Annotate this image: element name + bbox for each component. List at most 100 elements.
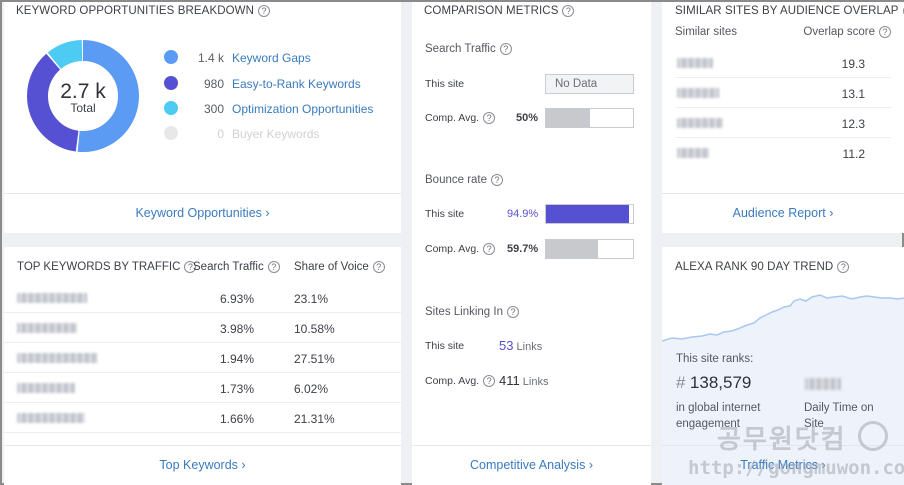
overlap-value: 13.1	[841, 87, 865, 101]
help-icon[interactable]: ?	[483, 375, 496, 387]
watermark-url: http://gongmuwon.com	[688, 457, 904, 479]
comparison-metrics-card: Comparison Metrics? Search Traffic? This…	[412, 2, 651, 485]
donut-segment-easy-to-rank[interactable]	[27, 40, 139, 152]
bounce-comp-bar	[545, 239, 634, 259]
donut-total-value: 2.7 k	[60, 80, 106, 103]
help-icon[interactable]: ?	[184, 261, 197, 273]
help-icon[interactable]: ?	[372, 261, 385, 273]
keyword-donut-chart	[27, 40, 139, 152]
help-icon[interactable]: ?	[267, 261, 280, 273]
alexa-rank-title: Alexa Rank 90 Day Trend?	[675, 261, 850, 273]
keyword-breakdown-card: Keyword Opportunities Breakdown? 2.7 k T…	[4, 2, 401, 233]
overlap-value: 11.2	[842, 147, 865, 161]
daily-time-label: Daily Time on Site	[804, 402, 874, 430]
bar-fill	[546, 109, 590, 127]
alexa-trend-chart	[662, 294, 904, 485]
donut-total-label: Total	[70, 101, 96, 115]
top-keywords-title: Top Keywords by Traffic?	[17, 261, 197, 273]
help-icon[interactable]: ?	[562, 5, 575, 17]
legend-dot	[164, 50, 178, 64]
comparison-metrics-title: Comparison Metrics?	[424, 5, 575, 17]
similar-site-row[interactable]: 13.1	[675, 78, 891, 108]
bar-fill	[546, 205, 629, 223]
search-traffic-value: 3.98%	[220, 322, 255, 336]
table-row[interactable]: 1.94% 27.51%	[4, 343, 401, 373]
blurred-keyword	[17, 383, 75, 393]
alexa-rank-card: Alexa Rank 90 Day Trend? This site ranks…	[662, 247, 904, 485]
help-icon[interactable]: ?	[499, 43, 512, 55]
help-icon[interactable]: ?	[258, 5, 271, 17]
competitive-analysis-link[interactable]: Competitive Analysis ›	[412, 445, 651, 485]
this-site-label: This site	[425, 78, 465, 90]
table-row[interactable]: 3.98% 10.58%	[4, 313, 401, 343]
bar-fill	[546, 240, 598, 258]
legend-dot	[164, 126, 178, 140]
keyword-breakdown-title: Keyword Opportunities Breakdown?	[16, 5, 271, 17]
this-site-label: This site	[425, 208, 465, 220]
legend-label[interactable]: Easy-to-Rank Keywords	[232, 77, 361, 91]
links-comp-value: 411 Links	[499, 373, 549, 388]
comp-avg-label: Comp. Avg.?	[425, 375, 496, 387]
blurred-keyword	[17, 413, 85, 423]
legend-count: 0	[217, 127, 224, 141]
bounce-this-bar	[545, 204, 634, 224]
help-icon[interactable]: ?	[507, 306, 519, 318]
share-of-voice-value: 27.51%	[294, 352, 335, 366]
donut-segment-keyword-gaps[interactable]	[27, 40, 139, 152]
bounce-this-value: 94.9%	[507, 208, 539, 220]
legend-label[interactable]: Optimization Opportunities	[232, 102, 374, 116]
bounce-rate-label: Bounce rate?	[425, 174, 504, 186]
sites-linking-label: Sites Linking In?	[425, 306, 519, 318]
legend-count: 300	[203, 102, 224, 116]
help-icon[interactable]: ?	[837, 261, 850, 273]
overlap-score-header: Overlap score?	[803, 26, 891, 38]
links-this-value: 53 Links	[499, 338, 543, 353]
keyword-opportunities-link[interactable]: Keyword Opportunities ›	[4, 193, 401, 233]
legend-count: 1.4 k	[197, 51, 224, 65]
similar-sites-header: Similar sites	[675, 26, 737, 38]
legend-dot	[164, 76, 178, 90]
blurred-keyword	[17, 323, 77, 333]
site-ranks-label: This site ranks:	[676, 353, 754, 365]
global-rank: # 138,579	[676, 373, 752, 392]
search-traffic-label: Search Traffic?	[425, 43, 512, 55]
share-of-voice-value: 21.31%	[294, 412, 335, 426]
overlap-value: 19.3	[841, 57, 865, 71]
top-keywords-link[interactable]: Top Keywords ›	[4, 445, 401, 485]
top-keywords-card: Top Keywords by Traffic? Search Traffic?…	[4, 247, 401, 485]
help-icon[interactable]: ?	[483, 243, 496, 255]
table-row[interactable]: 1.66% 21.31%	[4, 403, 401, 433]
help-icon[interactable]: ?	[491, 174, 504, 186]
audience-report-link[interactable]: Audience Report ›	[662, 193, 904, 233]
blurred-keyword	[17, 293, 87, 303]
blurred-daily-time	[805, 378, 841, 390]
table-row[interactable]: 6.93% 23.1%	[4, 283, 401, 313]
help-icon[interactable]: ?	[879, 26, 891, 38]
overlap-value: 12.3	[841, 117, 865, 131]
watermark-korean: 공무원닷컴	[717, 424, 847, 454]
search-traffic-value: 1.66%	[220, 412, 255, 426]
legend-count: 980	[203, 77, 224, 91]
legend-label[interactable]: Keyword Gaps	[232, 51, 311, 65]
share-of-voice-value: 23.1%	[294, 292, 329, 306]
table-row[interactable]: 1.73% 6.02%	[4, 373, 401, 403]
traffic-metrics-link[interactable]: Traffic Metrics ›	[662, 445, 904, 485]
chevron-right-icon: ›	[829, 206, 834, 220]
similar-sites-title: Similar Sites by Audience Overlap?	[675, 5, 904, 17]
no-data-text: No Data	[555, 78, 598, 90]
similar-site-row[interactable]: 19.3	[675, 48, 891, 78]
comp-avg-label: Comp. Avg.?	[425, 243, 496, 255]
search-traffic-value: 6.93%	[220, 292, 255, 306]
search-traffic-header[interactable]: Search Traffic?	[193, 261, 280, 273]
similar-site-row[interactable]: 12.3	[675, 108, 891, 138]
search-traffic-comp-bar	[545, 108, 634, 128]
help-icon[interactable]: ?	[483, 112, 496, 124]
similar-site-row[interactable]: 11.2	[675, 138, 891, 168]
this-site-label: This site	[425, 340, 465, 352]
comp-avg-value: 50%	[516, 112, 539, 124]
blurred-keyword	[17, 353, 97, 363]
chevron-right-icon: ›	[241, 458, 246, 472]
share-of-voice-value: 10.58%	[294, 322, 335, 336]
share-of-voice-value: 6.02%	[294, 382, 329, 396]
share-of-voice-header[interactable]: Share of Voice?	[294, 261, 385, 273]
